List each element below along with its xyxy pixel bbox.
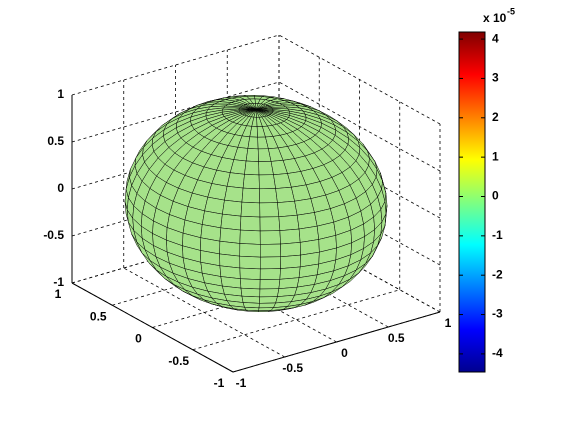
colorbar-tick-label: 2	[492, 110, 499, 124]
colorbar-tick-label: -4	[492, 346, 503, 360]
colorbar: x 10 -5 -4 -3 -2 -1 0 1 2 3 4	[458, 6, 515, 373]
sphere-facet	[245, 148, 259, 162]
colorbar-tick-label: 4	[492, 31, 499, 45]
sphere-facet	[241, 187, 260, 204]
sphere-facet	[239, 267, 261, 280]
grid-line	[278, 81, 441, 172]
axis-line	[232, 311, 441, 373]
y-tick-label: 1	[55, 287, 62, 301]
x-tick-label: 1	[445, 316, 452, 330]
sphere-facet	[341, 272, 359, 288]
sphere-facet	[260, 243, 281, 258]
sphere-facet	[259, 230, 281, 245]
sphere-facet	[222, 199, 243, 217]
colorbar-tick-label: 1	[492, 149, 499, 163]
colorbar-exponent: -5	[507, 6, 515, 16]
sphere-facet	[337, 120, 354, 135]
sphere-facet	[240, 215, 261, 232]
sphere-facet	[259, 216, 281, 232]
colorbar-tick-label: -3	[492, 307, 503, 321]
colorbar-tick-label: -1	[492, 228, 503, 242]
sphere-facet	[239, 243, 261, 258]
z-tick-label: 0.5	[47, 134, 64, 148]
sphere-facet	[279, 266, 301, 280]
sphere-facet	[258, 302, 277, 309]
sphere-facet	[239, 255, 261, 270]
sphere-facet	[280, 242, 301, 258]
z-tick-label: -1	[53, 275, 64, 289]
colorbar-tick-label: 3	[492, 71, 499, 85]
y-tick-label: 0	[135, 332, 142, 346]
y-tick-label: -0.5	[168, 354, 189, 368]
sphere-facet	[219, 240, 241, 257]
sphere-facet	[259, 202, 280, 218]
z-tick-label: 0	[57, 181, 64, 195]
sphere-facet	[259, 268, 281, 280]
x-tick-label: -0.5	[282, 361, 303, 375]
sphere-surface	[124, 95, 388, 312]
sphere-facet	[259, 288, 280, 298]
sphere-facet	[323, 286, 343, 298]
sphere-facet	[277, 200, 298, 218]
x-tick-label: 0.5	[388, 331, 405, 345]
sphere-facet	[240, 278, 261, 290]
sphere-facet	[220, 213, 242, 231]
sphere-facet	[278, 307, 295, 311]
sphere-facet	[258, 174, 276, 190]
sphere-facet	[362, 143, 376, 162]
sphere-facet	[241, 295, 260, 304]
sphere-facet	[292, 100, 311, 107]
z-tick-label: -0.5	[43, 228, 64, 242]
sphere-facet	[244, 160, 260, 176]
sphere-facet	[239, 229, 261, 245]
sphere-facet	[253, 95, 265, 97]
sphere-facet	[240, 201, 261, 218]
grid-line	[123, 267, 285, 358]
sphere-facet	[247, 136, 259, 150]
colorbar-tick-label: 0	[492, 189, 499, 203]
colorbar-gradient	[458, 31, 486, 373]
grid-line	[71, 34, 280, 96]
sphere-facet	[280, 254, 301, 269]
x-tick-label: -1	[236, 376, 247, 390]
colorbar-scale: x 10	[483, 11, 507, 25]
sphere-facet	[219, 227, 241, 244]
sphere-facet	[259, 279, 281, 290]
sphere-facet	[260, 256, 281, 270]
sphere-facet	[358, 256, 373, 274]
sphere-facet	[278, 214, 300, 231]
sphere-facet	[380, 172, 387, 194]
sphere-facet	[304, 297, 324, 306]
z-tick-label: 1	[57, 87, 64, 101]
colorbar-tick-label: -2	[492, 267, 503, 281]
sphere-facet	[318, 110, 338, 122]
sphere-facet	[372, 237, 382, 257]
sphere-facet	[279, 228, 301, 245]
x-tick-label: 0	[341, 346, 348, 360]
sphere-facet	[259, 296, 278, 304]
sphere-facet	[384, 205, 388, 226]
axis-line	[71, 282, 234, 373]
grid-line	[278, 34, 441, 125]
sphere-facet	[242, 174, 260, 190]
y-tick-label: 0.5	[90, 309, 107, 323]
sphere-facet	[240, 287, 261, 298]
tick-labels: -1-0.500.51-1-0.500.51-1-0.500.51	[43, 87, 451, 390]
sphere-facet	[259, 188, 278, 204]
sphere-facet	[224, 186, 244, 203]
sphere-facet	[226, 172, 245, 189]
y-tick-label: -1	[214, 376, 225, 390]
